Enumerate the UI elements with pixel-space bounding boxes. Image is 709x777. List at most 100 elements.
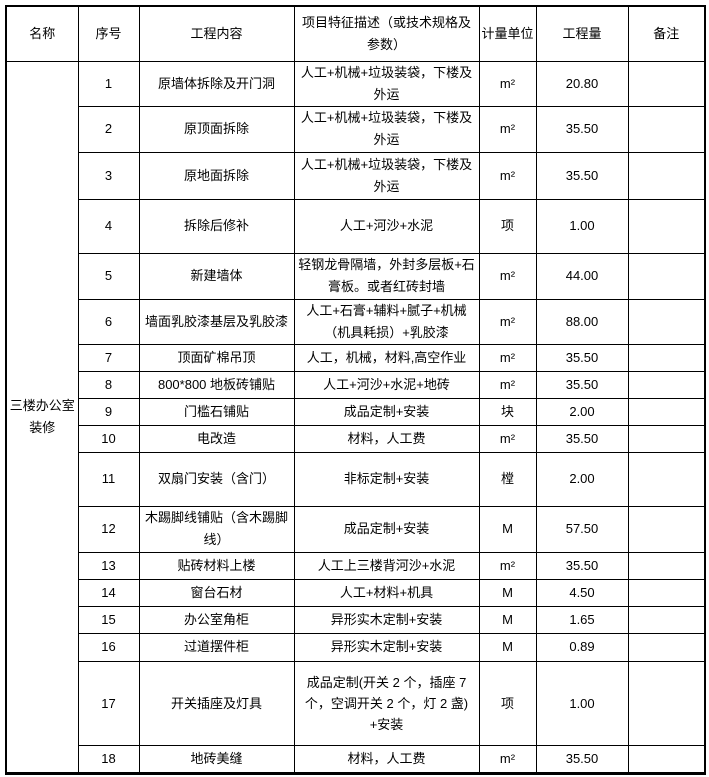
col-header-name: 名称 <box>5 5 79 62</box>
table-row: 2 原顶面拆除 人工+机械+垃圾装袋，下楼及外运 m² 35.50 <box>6 105 706 153</box>
cell-unit: m² <box>478 105 537 153</box>
cell-unit: M <box>478 505 537 553</box>
cell-no: 15 <box>77 605 140 634</box>
cell-desc: 成品定制+安装 <box>293 397 480 426</box>
cell-remark <box>627 744 706 774</box>
cell-desc: 人工+机械+垃圾装袋，下楼及外运 <box>293 105 480 153</box>
cell-remark <box>627 198 706 254</box>
cell-unit: m² <box>478 151 537 200</box>
cell-unit: 项 <box>478 660 537 746</box>
cell-qty: 0.89 <box>535 632 629 662</box>
cell-desc: 人工，机械，材料,高空作业 <box>293 343 480 372</box>
cell-qty: 35.50 <box>535 105 629 153</box>
cell-no: 3 <box>77 151 140 200</box>
cell-desc: 异形实木定制+安装 <box>293 605 480 634</box>
cell-unit: m² <box>478 744 537 774</box>
cell-desc: 人工+机械+垃圾装袋，下楼及外运 <box>293 151 480 200</box>
cell-no: 16 <box>77 632 140 662</box>
cell-no: 9 <box>77 397 140 426</box>
cell-no: 2 <box>77 105 140 153</box>
cell-qty: 1.00 <box>535 198 629 254</box>
cell-no: 17 <box>77 660 140 746</box>
cell-desc: 异形实木定制+安装 <box>293 632 480 662</box>
col-header-content: 工程内容 <box>138 5 295 62</box>
cell-remark <box>627 105 706 153</box>
cell-qty: 35.50 <box>535 424 629 453</box>
cell-unit: m² <box>478 252 537 300</box>
cell-remark <box>627 397 706 426</box>
cell-no: 11 <box>77 451 140 507</box>
cell-unit: m² <box>478 424 537 453</box>
header-row: 名称 序号 工程内容 项目特征描述（或技术规格及参数） 计量单位 工程量 备注 <box>5 5 706 62</box>
table-row: 4 拆除后修补 人工+河沙+水泥 项 1.00 <box>6 198 706 254</box>
cell-unit: m² <box>478 370 537 399</box>
cell-content: 顶面矿棉吊顶 <box>138 343 295 372</box>
cell-desc: 材料，人工费 <box>293 744 480 774</box>
cell-qty: 57.50 <box>535 505 629 553</box>
cell-content: 电改造 <box>138 424 295 453</box>
cell-content: 墙面乳胶漆基层及乳胶漆 <box>138 298 295 345</box>
cell-remark <box>627 424 706 453</box>
cell-desc: 轻钢龙骨隔墙，外封多层板+石膏板。或者红砖封墙 <box>293 252 480 300</box>
table-row: 17 开关插座及灯具 成品定制(开关 2 个，插座 7 个，空调开关 2 个，灯… <box>6 660 706 746</box>
cell-desc: 人工+机械+垃圾装袋，下楼及外运 <box>293 60 480 107</box>
cell-desc: 人工+材料+机具 <box>293 578 480 607</box>
cell-remark <box>627 451 706 507</box>
group-name-cell: 三楼办公室装修 <box>5 60 79 774</box>
cell-qty: 4.50 <box>535 578 629 607</box>
cell-no: 7 <box>77 343 140 372</box>
cell-no: 8 <box>77 370 140 399</box>
cell-remark <box>627 298 706 345</box>
cell-qty: 20.80 <box>535 60 629 107</box>
table-row: 三楼办公室装修 1 原墙体拆除及开门洞 人工+机械+垃圾装袋，下楼及外运 m² … <box>5 60 706 774</box>
cell-qty: 1.00 <box>535 660 629 746</box>
cell-desc: 成品定制+安装 <box>293 505 480 553</box>
cell-no: 4 <box>77 198 140 254</box>
table-row: 15 办公室角柜 异形实木定制+安装 M 1.65 <box>6 605 706 634</box>
cell-unit: m² <box>478 298 537 345</box>
cell-unit: 项 <box>478 198 537 254</box>
cell-qty: 35.50 <box>535 370 629 399</box>
table-row: 16 过道摆件柜 异形实木定制+安装 M 0.89 <box>6 632 706 662</box>
table-row: 6 墙面乳胶漆基层及乳胶漆 人工+石膏+辅料+腻子+机械（机具耗损）+乳胶漆 m… <box>6 298 706 345</box>
cell-qty: 35.50 <box>535 343 629 372</box>
table-row: 7 顶面矿棉吊顶 人工，机械，材料,高空作业 m² 35.50 <box>6 343 706 372</box>
cell-content: 800*800 地板砖铺贴 <box>138 370 295 399</box>
cell-no: 1 <box>77 60 140 107</box>
cell-desc: 材料，人工费 <box>293 424 480 453</box>
table-row: 10 电改造 材料，人工费 m² 35.50 <box>6 424 706 453</box>
cell-remark <box>627 370 706 399</box>
cell-unit: 块 <box>478 397 537 426</box>
cell-desc: 成品定制(开关 2 个，插座 7 个，空调开关 2 个，灯 2 盏)+安装 <box>293 660 480 746</box>
cell-remark <box>627 605 706 634</box>
cell-qty: 35.50 <box>535 551 629 580</box>
cell-remark <box>627 632 706 662</box>
cell-unit: m² <box>478 551 537 580</box>
cell-content: 门槛石铺贴 <box>138 397 295 426</box>
cell-content: 新建墙体 <box>138 252 295 300</box>
col-header-desc: 项目特征描述（或技术规格及参数） <box>293 5 480 62</box>
cell-content: 拆除后修补 <box>138 198 295 254</box>
cell-desc: 人工+河沙+水泥 <box>293 198 480 254</box>
cell-content: 原地面拆除 <box>138 151 295 200</box>
cell-unit: M <box>478 605 537 634</box>
cell-qty: 2.00 <box>535 451 629 507</box>
cell-content: 过道摆件柜 <box>138 632 295 662</box>
cell-qty: 44.00 <box>535 252 629 300</box>
cell-remark <box>627 252 706 300</box>
cell-qty: 88.00 <box>535 298 629 345</box>
col-header-no: 序号 <box>77 5 140 62</box>
cell-unit: m² <box>478 343 537 372</box>
cell-remark <box>627 660 706 746</box>
cell-content: 贴砖材料上楼 <box>138 551 295 580</box>
table-row: 18 地砖美缝 材料，人工费 m² 35.50 <box>6 744 706 774</box>
cell-remark <box>627 578 706 607</box>
cell-content: 原顶面拆除 <box>138 105 295 153</box>
cell-content: 木踢脚线铺贴（含木踢脚线） <box>138 505 295 553</box>
cell-no: 10 <box>77 424 140 453</box>
cell-no: 6 <box>77 298 140 345</box>
cell-unit: M <box>478 632 537 662</box>
cell-remark <box>627 505 706 553</box>
table-row: 5 新建墙体 轻钢龙骨隔墙，外封多层板+石膏板。或者红砖封墙 m² 44.00 <box>6 252 706 300</box>
